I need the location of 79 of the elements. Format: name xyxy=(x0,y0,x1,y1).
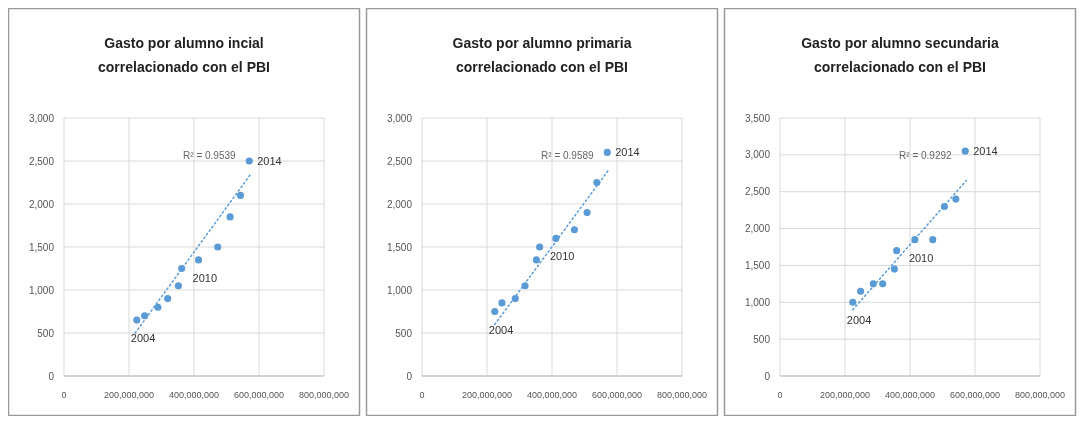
y-tick-label: 2,500 xyxy=(386,155,413,167)
annotation: R² = 0.9539 xyxy=(183,150,237,162)
annotation: 2004 xyxy=(488,323,514,336)
x-tick-label: 600,000,000 xyxy=(233,390,285,400)
point xyxy=(536,243,544,251)
annotation: 2010 xyxy=(549,250,575,263)
y-tick-label: 0 xyxy=(764,370,771,382)
y-tick-label: 3,000 xyxy=(28,112,55,124)
y-tick-label: 500 xyxy=(395,327,413,339)
annotation: 2014 xyxy=(615,146,640,159)
point xyxy=(570,226,578,234)
point xyxy=(133,316,141,324)
x-tick-label: 200,000,000 xyxy=(461,390,513,400)
y-tick-label: 3,000 xyxy=(386,112,413,124)
point xyxy=(174,282,182,290)
x-tick-label: 600,000,000 xyxy=(591,390,643,400)
x-tick-label: 800,000,000 xyxy=(1014,390,1066,400)
y-tick-label: 2,000 xyxy=(28,198,55,210)
point xyxy=(532,256,540,264)
annotation: 2014 xyxy=(257,155,282,167)
y-tick-label: 1,500 xyxy=(744,259,771,271)
point xyxy=(154,303,162,311)
point xyxy=(952,195,960,203)
y-tick-label: 3,000 xyxy=(744,149,771,161)
y-tick-label: 2,500 xyxy=(744,186,771,198)
point xyxy=(141,312,149,320)
y-tick-label: 500 xyxy=(37,327,55,339)
x-tick-label: 800,000,000 xyxy=(656,390,708,400)
point xyxy=(214,243,222,251)
y-tick-label: 2,000 xyxy=(386,198,413,210)
x-tick-label: 800,000,000 xyxy=(298,390,350,400)
y-tick-label: 0 xyxy=(48,370,55,382)
y-tick-label: 0 xyxy=(406,370,413,382)
point xyxy=(498,299,506,307)
y-tick-label: 1,000 xyxy=(386,284,413,296)
x-tick-label: 400,000,000 xyxy=(168,390,220,400)
x-tick-label: 200,000,000 xyxy=(819,390,871,400)
point xyxy=(236,191,245,199)
point xyxy=(511,295,519,303)
x-tick-label: 0 xyxy=(61,390,67,400)
annotation: R² = 0.9292 xyxy=(899,150,953,162)
annotation: 2010 xyxy=(192,271,218,284)
y-tick-label: 3,500 xyxy=(744,112,771,124)
y-tick-label: 2,000 xyxy=(744,223,771,235)
point xyxy=(890,265,898,273)
point xyxy=(869,280,877,288)
chart-title: Gasto por alumno incial correlacionado con el PBI xyxy=(98,35,270,75)
point xyxy=(245,157,253,165)
y-tick-label: 1,500 xyxy=(386,241,413,253)
point xyxy=(857,287,865,295)
y-tick-label: 1,000 xyxy=(28,284,55,296)
chart-title: Gasto por alumno secundaria correlacionado con el PBI xyxy=(801,35,1000,75)
x-tick-label: 0 xyxy=(777,390,783,400)
point xyxy=(491,307,499,316)
x-tick-label: 600,000,000 xyxy=(949,390,1001,400)
point xyxy=(893,247,901,255)
y-tick-label: 500 xyxy=(753,333,771,345)
point xyxy=(194,256,203,264)
point xyxy=(603,148,611,156)
chart-title: Gasto por alumno primaria correlacionado con el PBI xyxy=(452,35,632,75)
x-tick-label: 200,000,000 xyxy=(103,390,155,400)
point xyxy=(583,209,591,217)
y-tick-label: 1,000 xyxy=(744,296,771,308)
y-tick-label: 1,500 xyxy=(28,241,55,253)
x-tick-label: 400,000,000 xyxy=(526,390,578,400)
point xyxy=(929,236,937,244)
annotation: 2004 xyxy=(846,314,872,327)
x-tick-label: 400,000,000 xyxy=(884,390,936,400)
annotation: 2014 xyxy=(973,145,998,158)
point xyxy=(961,147,969,155)
annotation: R² = 0.9589 xyxy=(541,150,595,162)
annotation: 2010 xyxy=(908,251,934,264)
x-tick-label: 0 xyxy=(419,390,425,400)
point xyxy=(879,280,887,288)
point xyxy=(164,295,172,303)
point xyxy=(849,298,857,306)
annotation: 2004 xyxy=(130,332,156,345)
y-tick-label: 2,500 xyxy=(28,155,55,167)
point xyxy=(226,213,234,221)
